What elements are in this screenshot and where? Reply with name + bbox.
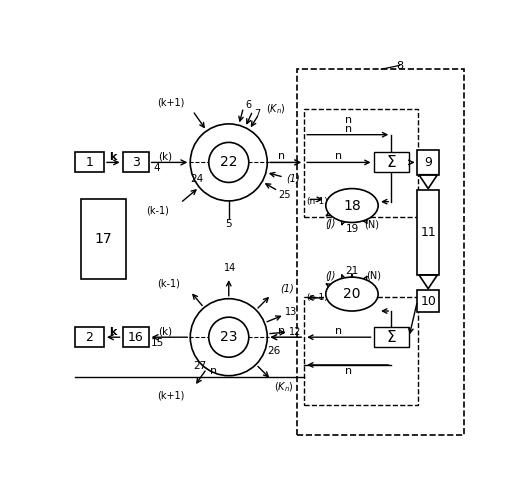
Text: (n-1): (n-1): [307, 197, 328, 206]
Text: $\Sigma$: $\Sigma$: [386, 154, 397, 170]
Text: (1): (1): [280, 284, 294, 294]
Ellipse shape: [326, 188, 378, 222]
Text: $(K_n)$: $(K_n)$: [266, 102, 286, 117]
Text: 15: 15: [150, 338, 164, 348]
Text: 13: 13: [285, 306, 297, 316]
Text: (N): (N): [366, 270, 381, 280]
Text: 6: 6: [246, 100, 252, 110]
Ellipse shape: [326, 277, 378, 311]
Text: (J): (J): [325, 270, 336, 280]
Text: 8: 8: [396, 61, 403, 71]
Text: (k+1): (k+1): [157, 390, 185, 400]
Text: 21: 21: [346, 266, 359, 276]
FancyBboxPatch shape: [418, 150, 439, 174]
Text: n: n: [335, 151, 342, 161]
Text: (k): (k): [158, 326, 173, 336]
Text: (n-1): (n-1): [307, 294, 328, 302]
FancyBboxPatch shape: [81, 198, 126, 280]
Text: $(K_n)$: $(K_n)$: [274, 380, 294, 394]
Text: n: n: [335, 326, 342, 336]
FancyBboxPatch shape: [418, 290, 439, 312]
Text: 18: 18: [343, 198, 361, 212]
Text: 4: 4: [154, 163, 160, 173]
Text: 2: 2: [85, 330, 93, 344]
Text: 22: 22: [220, 156, 238, 170]
Text: (k-1): (k-1): [146, 206, 169, 216]
Text: (k-1): (k-1): [157, 278, 180, 288]
Text: 3: 3: [132, 156, 139, 169]
Text: 16: 16: [128, 330, 144, 344]
Text: 19: 19: [346, 224, 359, 234]
Text: 5: 5: [226, 219, 232, 229]
Text: k: k: [109, 152, 117, 162]
Text: 17: 17: [95, 232, 112, 246]
Text: 24: 24: [190, 174, 203, 184]
Text: 27: 27: [194, 362, 207, 372]
Text: 11: 11: [420, 226, 436, 239]
Text: $\Sigma$: $\Sigma$: [386, 329, 397, 345]
Text: 7: 7: [255, 109, 260, 119]
Text: (k): (k): [158, 151, 173, 161]
Text: n: n: [278, 326, 285, 336]
Text: k: k: [109, 327, 117, 337]
Text: 12: 12: [289, 327, 301, 337]
Circle shape: [209, 142, 249, 182]
FancyBboxPatch shape: [123, 152, 149, 172]
Text: (k+1): (k+1): [157, 98, 185, 108]
FancyBboxPatch shape: [75, 152, 104, 172]
Text: n: n: [278, 151, 285, 161]
Text: (J): (J): [325, 219, 336, 229]
Text: n: n: [345, 124, 352, 134]
FancyBboxPatch shape: [373, 327, 409, 347]
Text: 14: 14: [224, 263, 236, 273]
Text: 20: 20: [343, 287, 361, 301]
Text: 9: 9: [424, 156, 432, 169]
FancyBboxPatch shape: [75, 327, 104, 347]
Text: n: n: [345, 366, 352, 376]
Text: (1): (1): [286, 174, 300, 184]
Text: (N): (N): [363, 219, 379, 229]
FancyBboxPatch shape: [373, 152, 409, 172]
Circle shape: [209, 317, 249, 357]
Text: 23: 23: [220, 330, 238, 344]
Text: n: n: [345, 115, 352, 125]
FancyBboxPatch shape: [123, 327, 149, 347]
Text: 10: 10: [420, 294, 436, 308]
FancyBboxPatch shape: [418, 190, 439, 275]
Text: 1: 1: [85, 156, 93, 169]
Text: n: n: [210, 366, 217, 376]
Text: 25: 25: [278, 190, 290, 200]
Text: 26: 26: [267, 346, 280, 356]
